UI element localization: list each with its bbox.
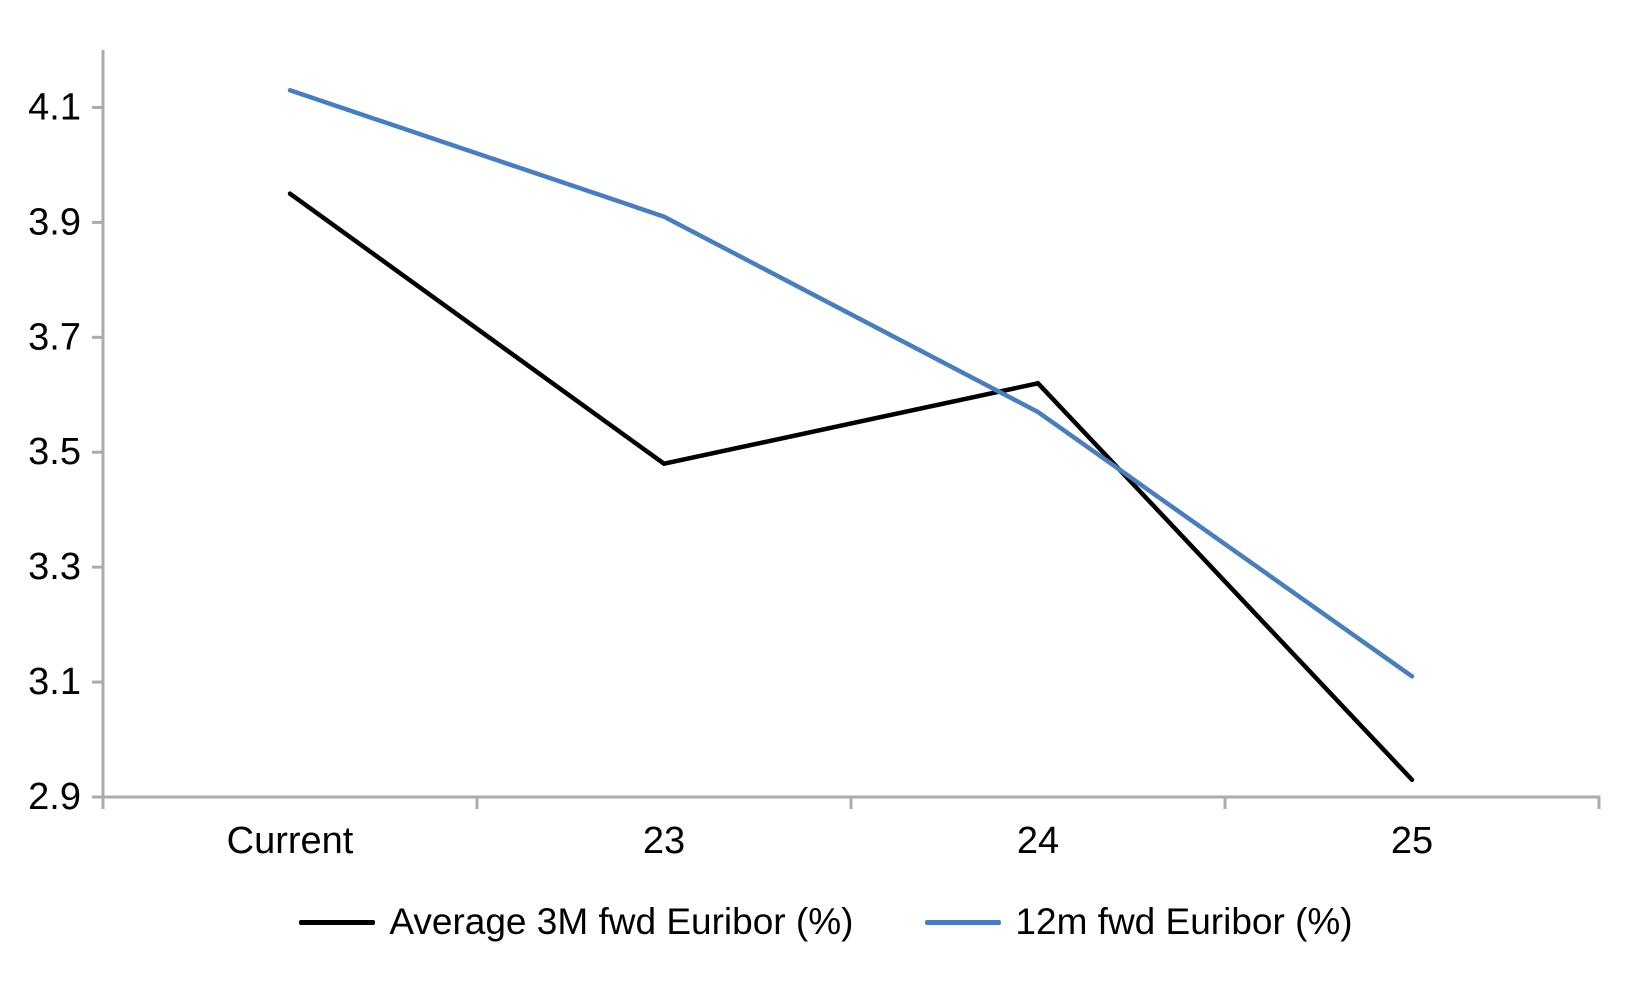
legend-item-avg-3m-fwd-euribor: Average 3M fwd Euribor (%) <box>299 901 853 943</box>
legend-label: 12m fwd Euribor (%) <box>1015 901 1353 942</box>
y-axis-tick-label: 4.1 <box>28 86 81 128</box>
legend-line-swatch-black <box>299 919 376 925</box>
legend-label: Average 3M fwd Euribor (%) <box>389 901 854 942</box>
x-axis-tick-label: 25 <box>1391 820 1433 862</box>
y-axis-tick-label: 3.7 <box>28 316 81 358</box>
series-line-1 <box>287 87 1415 679</box>
legend-item-12m-fwd-euribor: 12m fwd Euribor (%) <box>925 901 1353 943</box>
chart-plot-area: 2.9 3.1 3.3 3.5 3.7 3.9 4.1 Current 23 24 25 <box>28 50 1601 862</box>
x-axis-tick-label: 23 <box>643 820 685 862</box>
chart-legend: Average 3M fwd Euribor (%) 12m fwd Eurib… <box>0 893 1652 951</box>
y-axis-tick-label: 3.9 <box>28 201 81 243</box>
legend-line-swatch-blue <box>925 919 1002 925</box>
series-line-0 <box>287 191 1415 783</box>
y-axis-tick-label: 3.1 <box>28 661 81 703</box>
x-axis-tick-label: 24 <box>1017 820 1059 862</box>
y-axis-tick-label: 3.5 <box>28 431 81 473</box>
y-axis-tick-label: 3.3 <box>28 546 81 588</box>
y-axis-tick-label: 2.9 <box>28 776 81 818</box>
x-axis-tick-label: Current <box>227 820 354 862</box>
